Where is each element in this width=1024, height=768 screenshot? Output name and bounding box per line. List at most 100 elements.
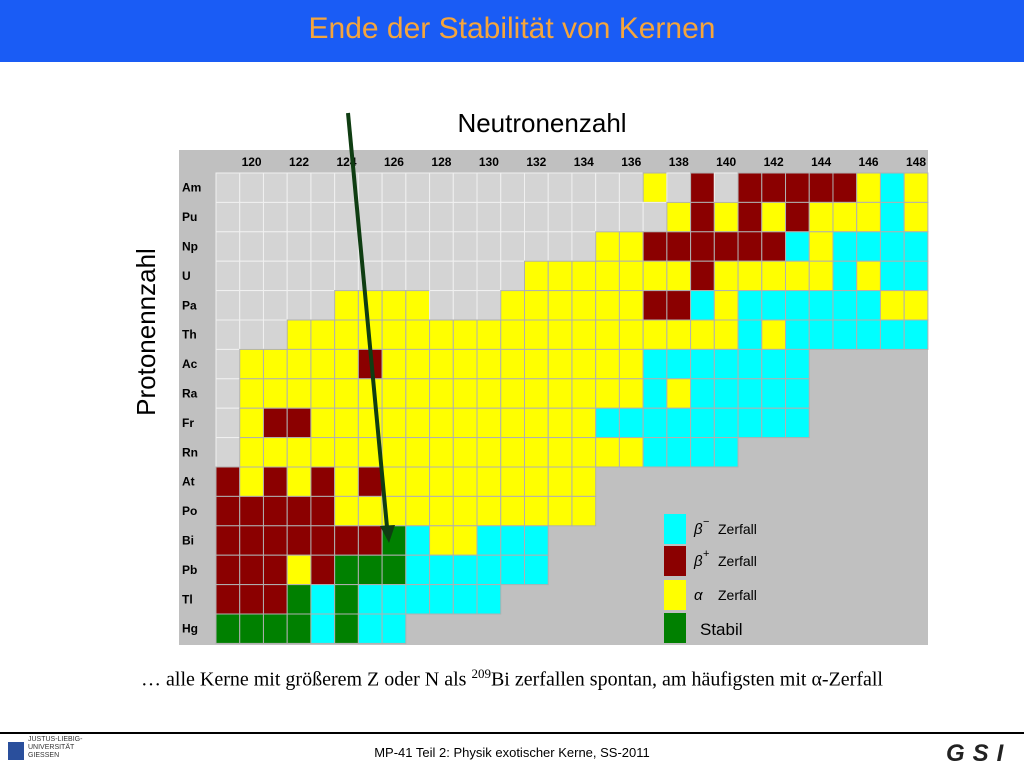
nuclide-cell [476,584,502,615]
nuclide-cell [500,437,525,468]
legend-sup: − [703,516,709,528]
nuclide-cell [405,290,431,321]
nuclide-cell [547,495,573,527]
nuclide-cell [239,613,264,644]
nuclide-cell [476,201,502,233]
nuclide-cell [262,437,288,468]
nuclide-cell [476,260,502,292]
nuclide-cell [642,319,668,350]
nuclide-cell [381,260,407,292]
nuclide-cell [310,466,336,497]
nuclide-cell [523,554,549,586]
nuclide-cell [452,260,478,292]
nuclide-cell [357,525,383,556]
nuclide-cell [785,231,810,262]
nuclide-cell [832,290,858,321]
nuclide-cell [642,290,668,321]
nuclide-cell [808,319,834,350]
nuclide-cell [262,348,288,380]
nuclide-cell [618,407,644,439]
nuclide-cell [286,172,312,203]
nuclide-cell [713,172,739,203]
legend-label: Zerfall [718,553,757,569]
nuclide-cell [310,584,336,615]
nuclide-cell [785,260,810,292]
nuclide-cell [215,495,241,527]
nuclide-cell [452,319,478,350]
nuclide-cell [405,584,431,615]
nuclide-cell [785,290,810,321]
nuclide-cell [879,319,905,350]
nuclide-cell [239,260,264,292]
nuclide-cell [429,466,454,497]
nuclide-cell [832,260,858,292]
nuclide-cell [215,348,241,380]
nuclide-cell [286,495,312,527]
nuclide-cell [500,290,525,321]
nuclide-cell [239,231,264,262]
nuclide-cell [310,172,336,203]
nuclide-cell [429,231,454,262]
nuclide-cell [286,348,312,380]
nuclide-cell [547,290,573,321]
proton-label: Hg [182,622,198,636]
nuclide-cell [334,290,359,321]
nuclide-cell [334,437,359,468]
nuclide-cell [785,319,810,350]
nuclide-cell [215,525,241,556]
nuclide-cell [856,201,881,233]
nuclide-cell [500,231,525,262]
nuclide-cell [239,584,264,615]
nuclide-cell [452,554,478,586]
nuclide-chart: Neutronenzahl Protonennzahl 120 122 124 126… [131,108,929,645]
nuclide-cell [500,348,525,380]
nuclide-cell [595,348,620,380]
nuclide-cell [523,407,549,439]
nuclide-cell [357,172,383,203]
nuclide-cell [429,584,454,615]
nuclide-cell [310,495,336,527]
nuclide-cell [429,495,454,527]
nuclide-cell [903,319,929,350]
nuclide-cell [666,201,692,233]
nuclide-cell [571,495,597,527]
nuclide-cell [429,260,454,292]
nuclide-cell [357,554,383,586]
nuclide-cell [571,260,597,292]
nuclide-cell [429,407,454,439]
nuclide-cell [286,466,312,497]
nuclide-cell [690,378,715,409]
nuclide-cell [785,201,810,233]
slide-title: Ende der Stabilität von Kernen [308,12,716,45]
nuclide-cell [500,260,525,292]
nuclide-cell [429,172,454,203]
nuclide-cell [429,201,454,233]
nuclide-cell [500,319,525,350]
nuclide-cell [239,172,264,203]
nuclide-cell [642,348,668,380]
nuclide-cell [666,437,692,468]
nuclide-cell [239,201,264,233]
nuclide-cell [808,172,834,203]
logo-text: UNIVERSITÄT [28,744,75,751]
nuclide-cell [571,201,597,233]
nuclide-cell [737,319,763,350]
nuclide-cell [262,495,288,527]
nuclide-cell [476,466,502,497]
nuclide-cell [571,172,597,203]
nuclide-cell [476,437,502,468]
nuclide-cell [452,231,478,262]
nuclide-cell [334,466,359,497]
nuclide-cell [381,290,407,321]
nuclide-cell [666,290,692,321]
nuclide-cell [215,231,241,262]
legend-swatch [664,546,686,576]
neutron-label: 140 [716,155,736,169]
nuclide-cell [239,348,264,380]
nuclide-cell [737,290,763,321]
nuclide-cell [215,290,241,321]
nuclide-cell [666,378,692,409]
nuclide-cell [618,319,644,350]
legend-sup: + [703,548,709,560]
nuclide-cell [286,260,312,292]
